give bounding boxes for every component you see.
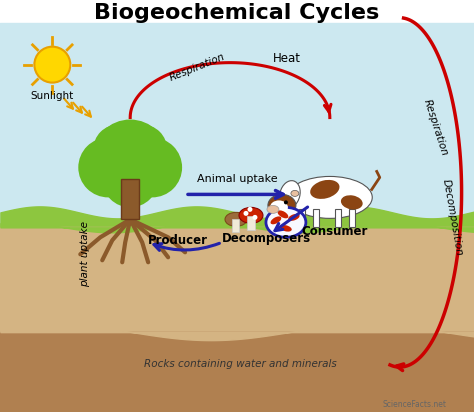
Ellipse shape — [271, 216, 282, 224]
Ellipse shape — [341, 195, 363, 210]
Circle shape — [78, 138, 138, 197]
Circle shape — [93, 124, 143, 174]
Ellipse shape — [287, 176, 372, 218]
Text: Rocks containing water and minerals: Rocks containing water and minerals — [144, 359, 337, 369]
Text: Heat: Heat — [273, 52, 301, 65]
Ellipse shape — [280, 225, 292, 232]
Circle shape — [117, 124, 167, 174]
Circle shape — [284, 200, 288, 204]
Circle shape — [92, 119, 168, 195]
Ellipse shape — [288, 214, 300, 221]
Text: Decomposition: Decomposition — [441, 178, 465, 257]
Text: Respiration: Respiration — [422, 98, 449, 157]
FancyBboxPatch shape — [121, 180, 139, 219]
Ellipse shape — [225, 212, 247, 226]
Ellipse shape — [268, 194, 296, 216]
Circle shape — [35, 47, 70, 83]
Circle shape — [244, 211, 248, 216]
Circle shape — [253, 215, 257, 220]
Text: plant uptake: plant uptake — [80, 221, 90, 287]
Ellipse shape — [270, 200, 288, 214]
FancyBboxPatch shape — [247, 216, 255, 230]
Ellipse shape — [291, 190, 299, 197]
Text: Decomposers: Decomposers — [221, 232, 310, 245]
Ellipse shape — [310, 180, 339, 199]
Text: ScienceFacts.net: ScienceFacts.net — [383, 400, 447, 409]
FancyBboxPatch shape — [335, 209, 341, 227]
Text: Sunlight: Sunlight — [31, 91, 74, 101]
Ellipse shape — [266, 207, 306, 237]
Text: Producer: Producer — [148, 234, 208, 247]
Text: Animal uptake: Animal uptake — [197, 174, 277, 185]
Circle shape — [122, 138, 182, 197]
FancyBboxPatch shape — [232, 219, 239, 232]
FancyBboxPatch shape — [299, 209, 305, 227]
Ellipse shape — [267, 205, 279, 213]
Text: Consumer: Consumer — [301, 225, 368, 238]
Circle shape — [247, 207, 253, 212]
Ellipse shape — [277, 211, 288, 218]
FancyBboxPatch shape — [349, 209, 355, 227]
Text: Respiration: Respiration — [168, 52, 227, 83]
Ellipse shape — [239, 207, 263, 223]
Text: Biogeochemical Cycles: Biogeochemical Cycles — [94, 3, 380, 23]
Ellipse shape — [280, 180, 300, 208]
Circle shape — [102, 152, 158, 207]
FancyBboxPatch shape — [313, 209, 319, 227]
